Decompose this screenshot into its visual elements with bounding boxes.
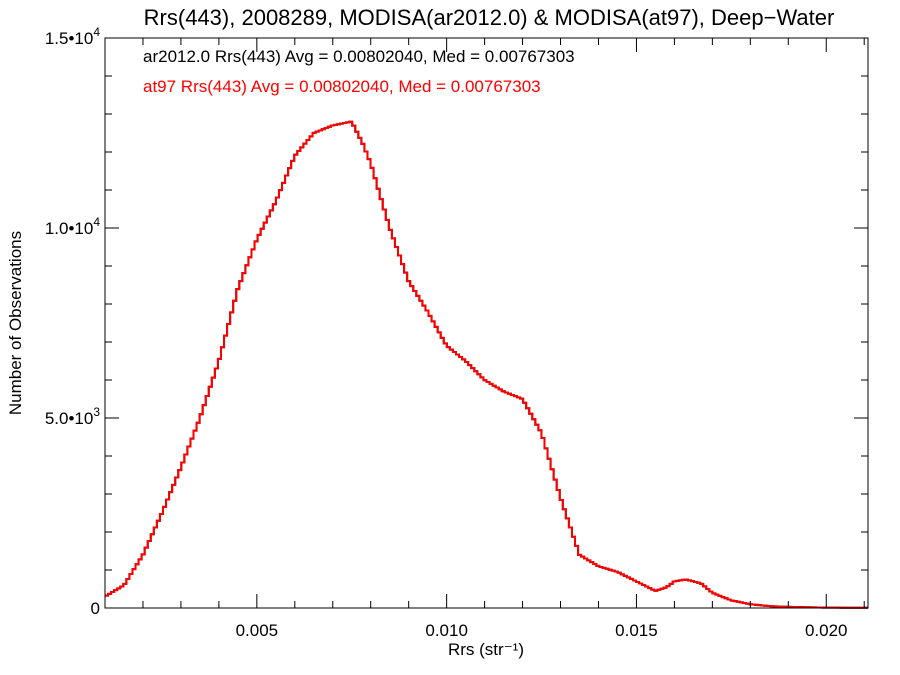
annotation-1: ar2012.0 Rrs(443) Avg = 0.00802040, Med … bbox=[143, 47, 575, 66]
x-axis-label: Rrs (str⁻¹) bbox=[448, 640, 524, 659]
y-tick-label: 1.0•104 bbox=[45, 215, 101, 238]
y-tick-label: 1.5•104 bbox=[45, 25, 101, 48]
y-tick-label: 0 bbox=[91, 599, 100, 618]
plot-frame bbox=[104, 37, 869, 609]
annotation-2: at97 Rrs(443) Avg = 0.00802040, Med = 0.… bbox=[143, 77, 541, 96]
x-tick-label: 0.015 bbox=[615, 621, 658, 640]
y-tick-label: 5.0•103 bbox=[45, 405, 101, 428]
x-axis: 0.005 0.010 0.015 0.020 bbox=[104, 38, 865, 640]
annotations: ar2012.0 Rrs(443) Avg = 0.00802040, Med … bbox=[143, 47, 575, 96]
y-axis: 0 5.0•103 1.0•104 1.5•104 bbox=[45, 25, 868, 618]
x-tick-label: 0.020 bbox=[805, 621, 848, 640]
x-tick-label: 0.005 bbox=[236, 621, 279, 640]
y-axis-label: Number of Observations bbox=[6, 231, 25, 415]
series-layer bbox=[105, 120, 868, 609]
x-tick-label: 0.010 bbox=[425, 621, 468, 640]
series-line-2 bbox=[105, 120, 868, 609]
chart-title: Rrs(443), 2008289, MODISA(ar2012.0) & MO… bbox=[144, 5, 835, 30]
series-line-1 bbox=[105, 120, 868, 609]
